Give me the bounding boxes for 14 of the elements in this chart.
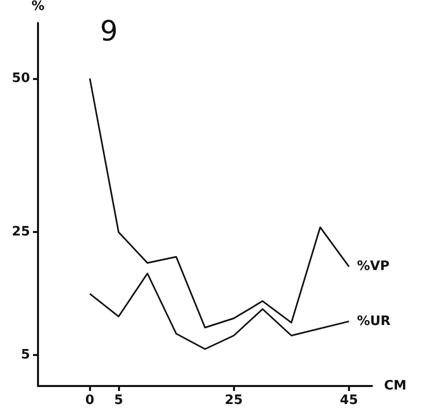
y-axis-title: %	[31, 0, 45, 14]
y-tick-label: 50	[12, 70, 30, 86]
x-tick-label: 25	[224, 393, 243, 408]
series-label: %UR	[356, 314, 391, 329]
x-tick-label: 0	[85, 393, 94, 408]
y-tick-label: 5	[20, 348, 30, 363]
series-label: %VP	[356, 259, 390, 274]
x-axis-title: CM	[384, 378, 406, 394]
line-series	[89, 272, 350, 350]
chart-title: 9	[100, 14, 118, 48]
x-tick-label: 45	[340, 393, 358, 408]
x-tick-label: 5	[114, 393, 124, 408]
line-series	[89, 78, 350, 328]
y-tick-label: 25	[12, 224, 30, 240]
